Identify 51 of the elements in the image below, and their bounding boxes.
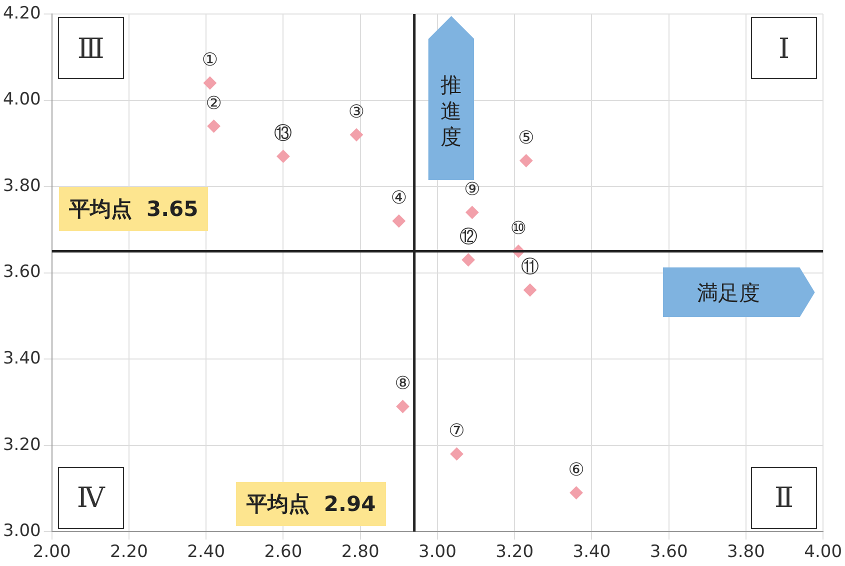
x-tick-label: 3.00 [418, 542, 456, 562]
y-tick-label: 3.40 [2, 348, 41, 368]
x-tick-label: 3.60 [650, 542, 688, 562]
annotation: ⑪ [521, 256, 540, 278]
ref-line-label: 平均点 2.94 [236, 482, 386, 526]
x-axis-title: 満足度 [696, 280, 760, 308]
x-tick-label: 2.80 [341, 542, 380, 562]
point [396, 400, 410, 414]
x-tick-label: 3.40 [572, 542, 611, 562]
point [524, 284, 537, 297]
annotation: ② [206, 92, 222, 114]
annotation: Ⅲ [58, 17, 124, 79]
point [350, 128, 363, 142]
annotation: ⑫ [459, 226, 478, 248]
annotation: ④ [390, 188, 407, 209]
y-tick-label: 3.60 [2, 262, 41, 282]
annotation: Ⅱ [751, 466, 818, 529]
x-tick-label: 2.40 [187, 542, 226, 562]
annotation: Ⅳ [58, 466, 124, 529]
x-tick-label: 2.60 [264, 542, 302, 562]
x-tick-label: 2.20 [110, 542, 148, 562]
ref-line-label: 平均点 3.65 [58, 187, 208, 232]
y-tick-label: 4.00 [2, 90, 41, 110]
y-axis-title: 推進度 [440, 72, 462, 150]
point [462, 253, 475, 266]
y-tick-label: 4.20 [2, 3, 41, 24]
x-tick-label: 3.80 [727, 542, 765, 562]
annotation: ⑧ [394, 373, 411, 394]
y-tick-label: 3.00 [2, 521, 41, 542]
annotation: ⑬ [274, 123, 292, 144]
point [466, 206, 479, 219]
annotation: ⑦ [448, 420, 465, 442]
point [207, 120, 220, 133]
annotation: ③ [348, 101, 365, 122]
annotation: ⑨ [464, 179, 480, 200]
point [392, 214, 406, 228]
annotation: ⑩ [510, 218, 527, 239]
point [450, 447, 464, 460]
y-tick-label: 3.20 [2, 434, 41, 455]
annotation: ⑤ [518, 127, 534, 148]
x-tick-label: 2.00 [32, 542, 71, 562]
x-tick-label: 3.20 [496, 542, 534, 562]
annotation: ⑥ [568, 459, 584, 480]
point [203, 76, 216, 90]
x-tick-label: 4.00 [804, 542, 842, 562]
point [570, 486, 583, 500]
point [520, 154, 533, 168]
point [276, 150, 290, 163]
annotation: ① [202, 50, 218, 71]
annotation: Ⅰ [751, 17, 818, 79]
y-tick-label: 3.80 [2, 176, 41, 196]
